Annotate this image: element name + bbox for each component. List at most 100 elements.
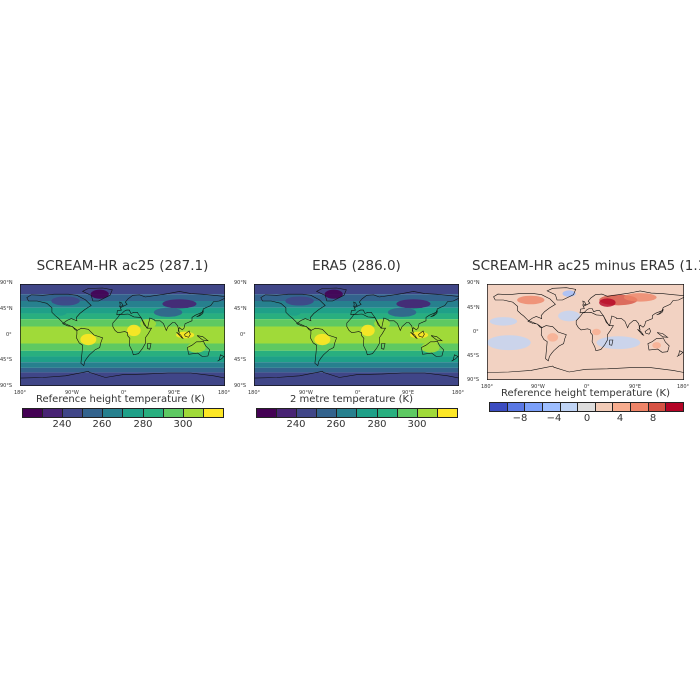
temperature-band (254, 284, 459, 295)
lon-tick: 0° (355, 390, 361, 396)
coastline (575, 311, 614, 352)
lat-tick: 45°N (467, 305, 480, 311)
map-svg (254, 284, 459, 386)
coastline (430, 310, 438, 318)
temperature-anomaly-region (396, 299, 431, 309)
temperature-band (254, 326, 459, 344)
colorbar-label: −4 (546, 413, 562, 424)
lat-tick: 45°S (234, 357, 247, 363)
panel-title: SCREAM-HR ac25 (287.1) (36, 258, 209, 274)
coastline (346, 313, 387, 356)
lat-tick: 90°N (467, 280, 480, 286)
colorbar-title: 2 metre temperature (K) (290, 394, 413, 405)
colorbar-swatch (183, 409, 204, 417)
temperature-band (20, 356, 225, 363)
temperature-band (20, 326, 225, 344)
temperature-band (254, 350, 459, 357)
temperature-anomaly-region (127, 324, 141, 337)
colorbar-swatch (542, 403, 561, 411)
colorbar-swatch (23, 409, 44, 417)
temperature-band (20, 319, 225, 327)
map-frame (487, 284, 684, 380)
colorbar-swatch (103, 409, 124, 417)
temperature-anomaly-region (324, 289, 343, 299)
coastline (410, 331, 418, 340)
coastline (582, 300, 587, 306)
difference-region (558, 310, 581, 322)
coastline (487, 365, 684, 380)
lon-tick: 90°E (629, 384, 642, 390)
lat-tick: 45°N (234, 306, 247, 312)
colorbar-swatch (377, 409, 398, 417)
lon-tick: 0° (121, 390, 127, 396)
difference-region (489, 317, 518, 326)
colorbar-title: Reference height temperature (K) (501, 388, 670, 399)
colorbar-label: 0 (583, 413, 591, 424)
panel-title: SCREAM-HR ac25 minus ERA5 (1.1) (472, 258, 700, 274)
difference-map (487, 284, 684, 380)
colorbar-swatch (143, 409, 164, 417)
lat-tick: 45°S (467, 353, 480, 359)
temperature-anomaly-region (187, 342, 206, 353)
coastline (187, 340, 210, 357)
temperature-band (254, 367, 459, 373)
colorbar-label: 300 (407, 419, 427, 430)
colorbar-swatch (666, 403, 684, 411)
map-frame (20, 284, 225, 386)
colorbar-swatch (203, 409, 223, 417)
colorbar-swatch (490, 403, 508, 411)
colorbar-label: 260 (326, 419, 346, 430)
colorbar-swatch (560, 403, 579, 411)
lon-tick: 180° (218, 390, 231, 396)
difference-region (517, 295, 545, 305)
temperature-band (20, 350, 225, 357)
temperature-band (254, 307, 459, 314)
coastline (421, 340, 444, 357)
panel-title: ERA5 (286.0) (312, 258, 401, 274)
temperature-band (254, 343, 459, 351)
temperature-band (254, 294, 459, 301)
coastline (546, 287, 577, 301)
colorbar-swatch (507, 403, 526, 411)
colorbar-swatch (123, 409, 144, 417)
colorbar-label: −8 (512, 413, 528, 424)
coastline (540, 325, 567, 362)
map-svg (20, 284, 225, 386)
colorbar-swatch (63, 409, 84, 417)
lat-tick: 0° (6, 332, 12, 338)
coastline (637, 329, 645, 336)
coastline (119, 301, 124, 308)
coastline (76, 327, 103, 367)
colorbar-swatch (317, 409, 338, 417)
temperature-anomaly-region (287, 308, 301, 316)
lat-tick: 0° (240, 332, 246, 338)
difference-region (592, 328, 601, 336)
coastline (647, 337, 670, 353)
colorbar-swatch (357, 409, 378, 417)
temperature-band (20, 372, 225, 386)
temperature-map (20, 284, 225, 386)
colorbar-label: 280 (133, 419, 153, 430)
colorbar-swatch (578, 403, 596, 411)
coastline (644, 327, 651, 335)
difference-region (599, 298, 616, 307)
coastline (676, 350, 684, 357)
lon-tick: 0° (584, 384, 590, 390)
temperature-anomaly-region (51, 296, 80, 306)
temperature-anomaly-region (80, 333, 97, 346)
coastline (112, 313, 153, 356)
lon-tick: 180° (481, 384, 494, 390)
colorbar-label: 280 (367, 419, 387, 430)
coastline (315, 287, 347, 302)
coastline (20, 370, 225, 386)
temperature-band (20, 284, 225, 295)
temperature-anomaly-region (421, 342, 440, 353)
colorbar-label: 4 (616, 413, 624, 424)
lon-tick: 90°W (299, 390, 313, 396)
colorbar-swatch (257, 409, 278, 417)
colorbar-label: 240 (52, 419, 72, 430)
temperature-band (20, 294, 225, 301)
coastline (353, 301, 358, 308)
temperature-anomaly-region (90, 289, 109, 299)
colorbar-swatch (83, 409, 104, 417)
